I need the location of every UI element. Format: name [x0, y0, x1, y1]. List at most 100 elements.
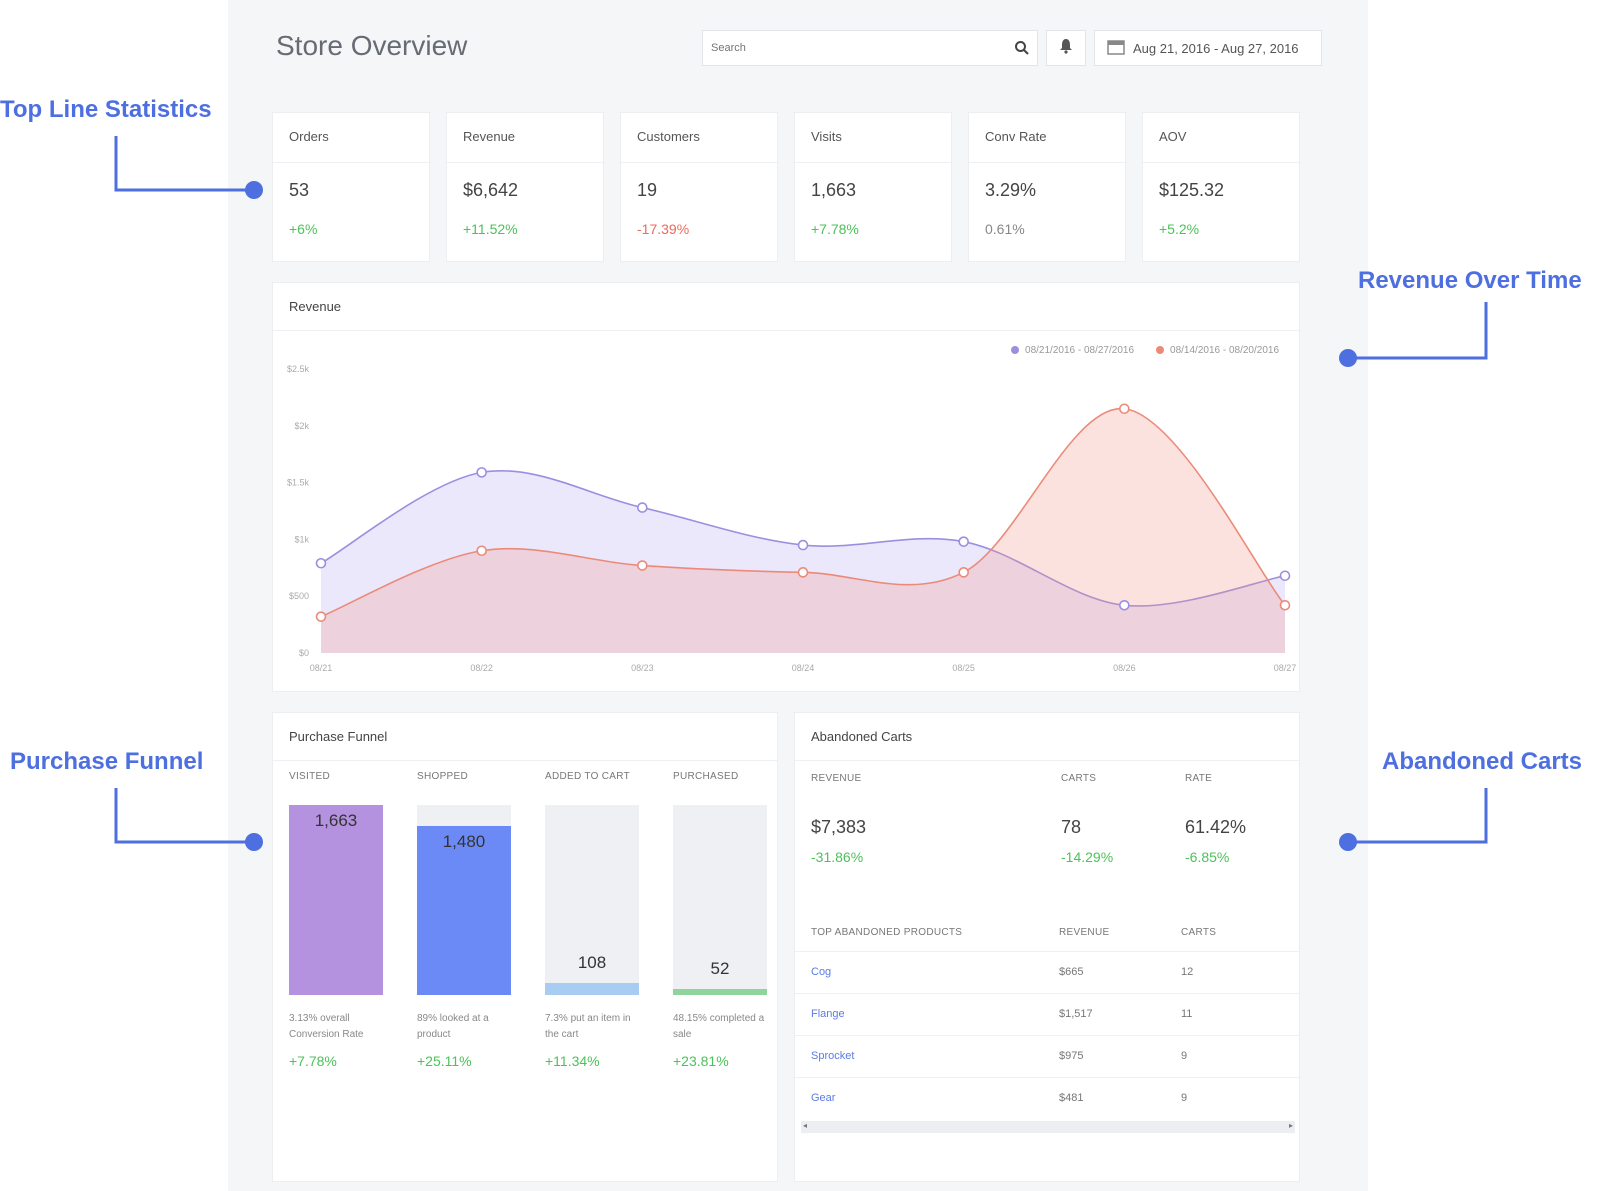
row-revenue: $1,517 — [1059, 1008, 1093, 1020]
date-range-label: Aug 21, 2016 - Aug 27, 2016 — [1133, 40, 1299, 56]
annotation-revenue-over-time: Revenue Over Time — [1358, 267, 1582, 294]
product-link[interactable]: Flange — [811, 1008, 845, 1020]
y-tick-label: $1k — [294, 534, 309, 544]
panel-title: Abandoned Carts — [795, 713, 1299, 761]
table-header: TOP ABANDONED PRODUCTS — [811, 927, 963, 938]
stat-change: +11.52% — [463, 221, 518, 237]
funnel-change: +11.34% — [545, 1053, 600, 1069]
x-tick-label: 08/24 — [792, 663, 815, 673]
summary-change: -6.85% — [1185, 849, 1230, 865]
chart-legend: 08/21/2016 - 08/27/2016 08/14/2016 - 08/… — [1011, 345, 1279, 356]
funnel-bar — [545, 983, 639, 995]
legend-label: 08/21/2016 - 08/27/2016 — [1025, 345, 1135, 356]
stat-card-revenue: Revenue $6,642 +11.52% — [446, 112, 604, 262]
stat-card-aov: AOV $125.32 +5.2% — [1142, 112, 1300, 262]
data-point — [1119, 599, 1130, 611]
y-tick-label: $2.5k — [287, 364, 310, 374]
funnel-description: 48.15% completed a sale — [673, 1013, 765, 1040]
scroll-right-icon[interactable]: ▸ — [1288, 1121, 1293, 1130]
funnel-stage-header: SHOPPED — [417, 771, 469, 782]
y-tick-label: $2k — [294, 421, 309, 431]
row-carts: 11 — [1181, 1008, 1193, 1020]
stat-card-conv-rate: Conv Rate 3.29% 0.61% — [968, 112, 1126, 262]
y-tick-label: $1.5k — [287, 478, 310, 488]
table-row: Cog $665 12 — [795, 951, 1299, 993]
product-link[interactable]: Gear — [811, 1092, 836, 1104]
funnel-bar — [673, 989, 767, 995]
stat-label: Visits — [795, 113, 951, 163]
search-icon[interactable] — [1007, 40, 1037, 56]
data-point — [315, 611, 327, 622]
funnel-description: 7.3% put an item in the cart — [545, 1013, 631, 1040]
funnel-change: +7.78% — [289, 1053, 337, 1069]
data-point — [637, 560, 648, 571]
stat-change: +6% — [289, 221, 318, 237]
funnel-bar — [417, 826, 511, 995]
data-point — [797, 539, 809, 551]
summary-header: REVENUE — [811, 773, 862, 784]
summary-change: -14.29% — [1061, 849, 1114, 865]
x-tick-label: 08/21 — [310, 663, 333, 673]
data-point — [476, 545, 487, 557]
calendar-icon — [1107, 39, 1125, 58]
funnel-description: 3.13% overall Conversion Rate — [289, 1013, 364, 1040]
x-tick-label: 08/22 — [470, 663, 493, 673]
search-box[interactable] — [702, 30, 1038, 66]
stat-change: +7.78% — [811, 221, 859, 237]
summary-header: RATE — [1185, 773, 1213, 784]
funnel-stage-header: PURCHASED — [673, 771, 739, 782]
product-link[interactable]: Sprocket — [811, 1050, 855, 1062]
x-tick-label: 08/23 — [631, 663, 654, 673]
funnel-change: +23.81% — [673, 1053, 729, 1069]
funnel-stage: ADDED TO CART 108 7.3% put an item in the … — [545, 767, 643, 1069]
purchase-funnel-panel: Purchase Funnel VISITED 1,663 3.13% overal… — [272, 712, 778, 1182]
funnel-stage: SHOPPED 1,480 89% looked at a product +25.1… — [417, 767, 515, 1069]
stat-value: $6,642 — [463, 180, 519, 200]
data-point — [1279, 570, 1291, 582]
summary-change: -31.86% — [811, 849, 864, 865]
stat-value: $125.32 — [1159, 180, 1225, 200]
funnel-stage: VISITED 1,663 3.13% overall Conversion Rat… — [289, 767, 387, 1069]
horizontal-scrollbar[interactable]: ◂ ▸ — [801, 1121, 1295, 1133]
stat-change: +5.2% — [1159, 221, 1200, 237]
funnel-bar — [289, 805, 383, 995]
data-point — [1279, 599, 1291, 611]
date-range-picker[interactable]: Aug 21, 2016 - Aug 27, 2016 — [1094, 30, 1322, 66]
search-input[interactable] — [703, 31, 1007, 65]
stat-label: Revenue — [447, 113, 603, 163]
product-link[interactable]: Cog — [811, 966, 832, 978]
scroll-left-icon[interactable]: ◂ — [803, 1121, 808, 1130]
revenue-panel: Revenue 08/21/2016 - 08/27/2016 08/14/20… — [272, 282, 1300, 692]
page-title: Store Overview — [276, 30, 468, 61]
legend-dot — [1011, 346, 1020, 355]
funnel-bar-track: 108 — [545, 805, 639, 995]
table-row: Flange $1,517 11 — [795, 993, 1299, 1035]
table-row: Sprocket $975 9 — [795, 1035, 1299, 1077]
funnel-count: 1,480 — [442, 832, 486, 851]
stat-change: 0.61% — [985, 221, 1025, 237]
row-revenue: $481 — [1059, 1092, 1084, 1104]
funnel-count: 52 — [710, 959, 730, 978]
bell-icon — [1059, 38, 1073, 59]
summary-value: $7,383 — [811, 817, 867, 837]
funnel-count: 1,663 — [314, 811, 358, 830]
data-point — [958, 567, 969, 578]
summary-value: 61.42% — [1185, 817, 1247, 837]
x-tick-label: 08/27 — [1274, 663, 1297, 673]
legend-item[interactable]: 08/21/2016 - 08/27/2016 — [1011, 345, 1134, 356]
series-area — [321, 408, 1285, 653]
notifications-button[interactable] — [1046, 30, 1086, 66]
funnel-stage-header: VISITED — [289, 771, 330, 782]
stat-value: 1,663 — [811, 180, 857, 200]
series-area — [321, 470, 1285, 653]
data-point — [1119, 403, 1130, 415]
revenue-chart: $0 $500 $1k $1.5k $2k $2.5k 08/21 08/22 08/23 08/… — [287, 364, 1297, 673]
legend-item[interactable]: 08/14/2016 - 08/20/2016 — [1156, 345, 1279, 356]
stat-label: Customers — [621, 113, 777, 163]
summary-value: 78 — [1061, 817, 1082, 837]
row-carts: 9 — [1181, 1092, 1188, 1104]
table-row: Gear $481 9 — [795, 1077, 1299, 1119]
legend-dot — [1156, 346, 1165, 355]
funnel-change: +25.11% — [417, 1053, 472, 1069]
annotation-top-line-statistics: Top Line Statistics — [0, 96, 212, 123]
